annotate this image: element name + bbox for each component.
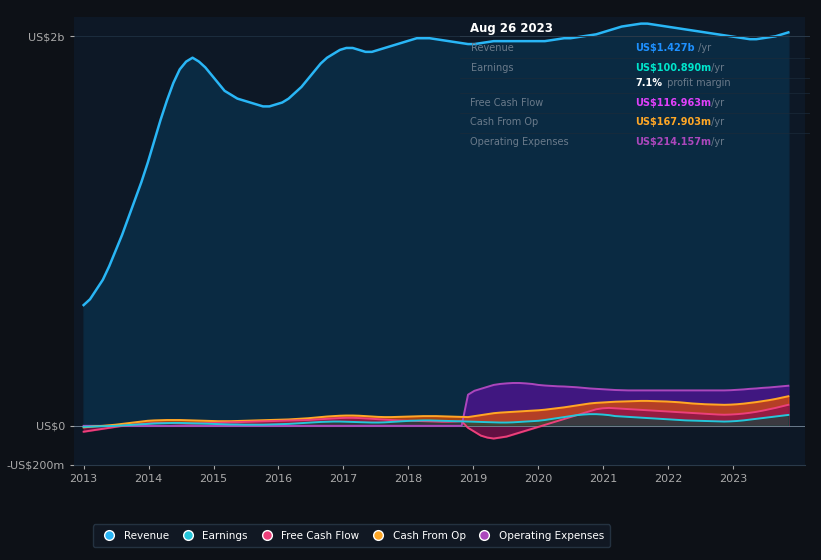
Text: US$214.157m: US$214.157m [635, 137, 711, 147]
Text: Free Cash Flow: Free Cash Flow [470, 97, 544, 108]
Legend: Revenue, Earnings, Free Cash Flow, Cash From Op, Operating Expenses: Revenue, Earnings, Free Cash Flow, Cash … [93, 525, 611, 547]
Text: Earnings: Earnings [470, 63, 513, 73]
Text: US$100.890m: US$100.890m [635, 63, 711, 73]
Text: US$116.963m: US$116.963m [635, 97, 711, 108]
Text: /yr: /yr [695, 43, 711, 53]
Text: US$167.903m: US$167.903m [635, 117, 711, 127]
Text: /yr: /yr [708, 63, 724, 73]
Text: /yr: /yr [708, 137, 724, 147]
Text: Revenue: Revenue [470, 43, 513, 53]
Text: US$1.427b: US$1.427b [635, 43, 695, 53]
Text: Operating Expenses: Operating Expenses [470, 137, 569, 147]
Text: profit margin: profit margin [663, 78, 731, 88]
Text: Cash From Op: Cash From Op [470, 117, 539, 127]
Text: /yr: /yr [708, 117, 724, 127]
Text: Aug 26 2023: Aug 26 2023 [470, 22, 553, 35]
Text: /yr: /yr [708, 97, 724, 108]
Text: 7.1%: 7.1% [635, 78, 662, 88]
